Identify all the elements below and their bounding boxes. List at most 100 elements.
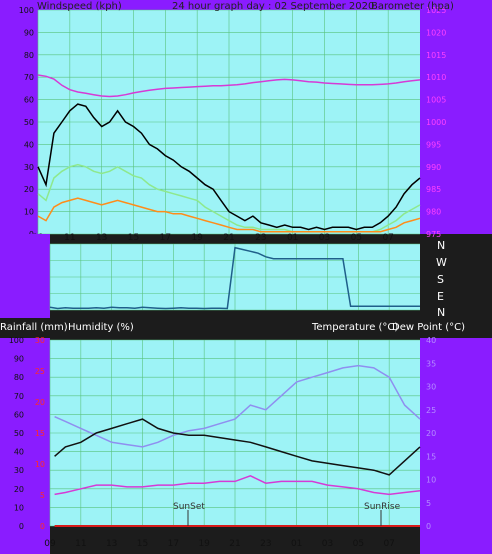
wind-axis-tick: 70: [24, 73, 34, 82]
temperature-axis-tick: 15: [426, 452, 436, 461]
humidity-axis-tick: 60: [14, 410, 24, 419]
barometer-axis: 975 980 985 990 995 1000 1005 1010 1015 1020 1025: [426, 6, 446, 239]
wind-axis-tick: 20: [24, 185, 34, 194]
time-tick-label: 23: [260, 539, 271, 549]
time-tick-label: 01: [287, 233, 298, 243]
time-tick-label: 21: [229, 539, 240, 549]
wind-axis-tick: 100: [19, 6, 34, 15]
compass-label-n-top: N: [437, 239, 445, 252]
rainfall-axis: 0 5 10 15 20 25 30: [35, 336, 45, 531]
temperature-axis-tick: 10: [426, 476, 436, 485]
barometer-axis-tick: 975: [426, 230, 441, 239]
rain-humidity-left-panel: [0, 338, 50, 554]
temperature-axis-tick: 30: [426, 383, 436, 392]
rainfall-axis-tick: 5: [40, 491, 45, 500]
humidity-axis-tick: 20: [14, 485, 24, 494]
temperature-line: [54, 418, 421, 476]
direction-series: [49, 246, 420, 310]
temperature-axis-tick: 20: [426, 429, 436, 438]
barometer-axis-tick: 1025: [426, 6, 446, 15]
time-tick-label: 21: [223, 233, 234, 243]
wind-axis-tick: 60: [24, 96, 34, 105]
temperature-axis: 0 5 10 15 20 25 30 35 40: [426, 336, 436, 531]
wind-axis-tick: 80: [24, 51, 34, 60]
humidity-axis-tick: 40: [14, 448, 24, 457]
compass-labels: N W S E N: [436, 239, 447, 319]
temperature-axis-tick: 35: [426, 359, 436, 368]
barometer-axis-tick: 990: [426, 163, 441, 172]
rainfall-axis-tick: 15: [35, 429, 45, 438]
wind-axis-tick: 90: [24, 28, 34, 37]
wind-grid: [37, 9, 420, 235]
humidity-axis-tick: 0: [19, 522, 24, 531]
barometer-axis-tick: 995: [426, 140, 441, 149]
barometer-axis-tick: 1010: [426, 73, 446, 82]
rainfall-axis-tick: 30: [35, 336, 45, 345]
temperature-axis-tick: 25: [426, 406, 436, 415]
time-tick-label: 17: [160, 233, 171, 243]
time-tick-label: 23: [255, 233, 266, 243]
time-tick-label: 13: [96, 233, 107, 243]
time-tick-label: 17: [168, 539, 179, 549]
humidity-axis-tick: 30: [14, 466, 24, 475]
humidity-axis-title: Humidity (%): [68, 322, 134, 333]
baro-right-axis-panel: [420, 0, 492, 234]
top-header-strip: [38, 0, 420, 10]
wind-left-axis-panel: [0, 0, 38, 234]
barometer-axis-tick: 1015: [426, 51, 446, 60]
barometer-line: [37, 74, 421, 98]
humidity-axis-tick: 80: [14, 373, 24, 382]
time-tick-label: 09: [44, 539, 56, 549]
wind-gust-line: [37, 103, 421, 231]
temperature-axis-tick: 0: [426, 522, 431, 531]
time-tick-label: 01: [291, 539, 302, 549]
rainfall-axis-tick: 0: [40, 522, 45, 531]
time-tick-label: 07: [383, 539, 394, 549]
rainfall-axis-title: Rainfall (mm): [0, 322, 68, 333]
wind-series: [37, 74, 421, 233]
time-tick-label: 03: [322, 539, 333, 549]
humidity-axis-tick: 70: [14, 392, 24, 401]
wind-direction-line: [49, 246, 420, 310]
direction-left-panel: [0, 234, 50, 318]
wind-axis-tick: 30: [24, 163, 34, 172]
temperature-axis-tick: 40: [426, 336, 436, 345]
compass-label-e: E: [437, 290, 444, 303]
humidity-axis-tick: 50: [14, 429, 24, 438]
barometer-axis-title: Barometer (hpa): [371, 1, 454, 12]
time-tick-label: 19: [191, 233, 203, 243]
time-tick-label: 03: [319, 233, 330, 243]
rainfall-axis-tick: 25: [35, 367, 45, 376]
sunrise-label: SunRise: [364, 502, 401, 512]
direction-grid: [49, 243, 420, 311]
humidity-axis-tick: 90: [14, 355, 24, 364]
wind-axis-tick: 40: [24, 140, 34, 149]
humidity-axis-tick: 10: [14, 503, 24, 512]
wind-axis-tick: 50: [24, 118, 34, 127]
time-tick-label: 11: [64, 233, 75, 243]
dewpoint-axis-title: Dew Point (°C): [392, 322, 465, 333]
barometer-axis-tick: 1005: [426, 96, 446, 105]
temperature-axis-tick: 5: [426, 499, 431, 508]
compass-label-n-bottom: N: [437, 306, 445, 319]
compass-label-s: S: [437, 273, 444, 286]
barometer-axis-tick: 1020: [426, 28, 446, 37]
temperature-right-panel: [420, 338, 492, 554]
temperature-series: [54, 364, 421, 527]
time-tick-label: 15: [128, 233, 139, 243]
barometer-axis-tick: 1000: [426, 118, 446, 127]
time-tick-label: 05: [353, 539, 364, 549]
rainfall-axis-tick: 20: [35, 398, 45, 407]
time-tick-label: 15: [137, 539, 148, 549]
time-tick-label: 19: [198, 539, 210, 549]
rainfall-axis-tick: 10: [35, 460, 45, 469]
dew-point-line: [54, 364, 421, 448]
bottom-time-axis: 11 13 15 17 19 21 23 01 03 05 07 09: [44, 539, 395, 549]
time-tick-label: 13: [106, 539, 117, 549]
graph-date-title: 24 hour graph day : 02 September 2020: [172, 1, 374, 12]
compass-label-w: W: [436, 256, 447, 269]
barometer-axis-tick: 985: [426, 185, 441, 194]
temperature-axis-title: Temperature (°C): [311, 322, 398, 333]
